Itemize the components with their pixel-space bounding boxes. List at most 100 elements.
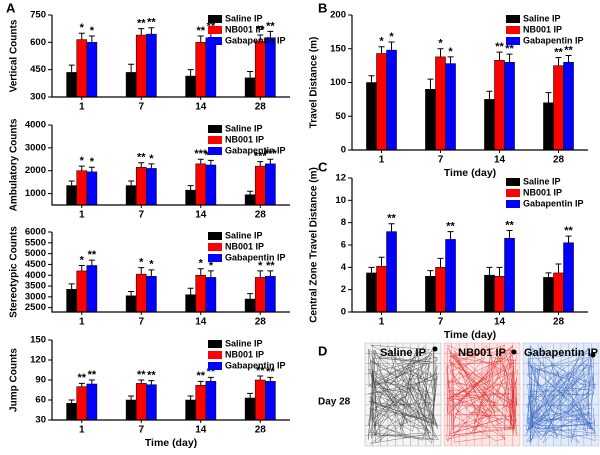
significance-label: ** — [505, 219, 514, 231]
x-tick-label: 7 — [138, 425, 144, 436]
y-tick-label: 600 — [30, 37, 46, 48]
x-tick-label: 14 — [195, 425, 207, 436]
error-bar — [427, 270, 434, 277]
error-bar — [128, 395, 135, 400]
bar — [244, 77, 256, 98]
legend-swatch — [506, 189, 520, 197]
significance-label: * — [149, 259, 154, 271]
error-bar — [247, 190, 254, 195]
error-bar — [148, 269, 155, 277]
error-bar — [427, 78, 434, 90]
significance-label: * — [80, 254, 85, 266]
error-bar — [555, 263, 562, 273]
error-bar — [197, 158, 204, 164]
y-tick-label: 0 — [341, 307, 346, 318]
significance-label: ** — [137, 152, 146, 164]
track-path — [525, 345, 597, 444]
legend-swatch — [208, 136, 222, 144]
error-bar — [78, 382, 85, 387]
legend-swatch — [208, 254, 222, 262]
x-tick-label: 14 — [195, 102, 207, 113]
y-axis-label: Jump Counts — [9, 348, 20, 412]
bar — [195, 274, 207, 313]
significance-label: ** — [196, 25, 205, 37]
y-axis-label: Central Zone Travel Distance (m) — [309, 167, 320, 323]
bar — [185, 294, 196, 313]
y-axis-label: Stereotypic Counts — [9, 226, 20, 318]
bar — [195, 42, 207, 98]
significance-label: ** — [147, 17, 156, 29]
x-tick-label: 7 — [138, 317, 144, 328]
bar — [146, 384, 157, 421]
x-tick-label: 1 — [79, 210, 85, 221]
x-tick-label: 28 — [255, 102, 267, 113]
error-bar — [506, 229, 513, 239]
significance-label: ** — [387, 213, 396, 225]
legend-swatch — [208, 125, 222, 133]
bar — [195, 163, 207, 206]
bar — [125, 72, 137, 98]
error-bar — [496, 266, 503, 277]
significance-label: ** — [564, 225, 573, 237]
error-bar — [388, 223, 395, 232]
axes — [51, 340, 290, 421]
y-tick-label: 4 — [341, 262, 347, 273]
bar — [366, 272, 377, 313]
bar — [425, 276, 436, 313]
legend-label: Saline IP — [225, 123, 263, 133]
y-tick-label: 120 — [30, 355, 46, 366]
bar — [205, 381, 217, 421]
end-dot — [432, 346, 438, 352]
bar — [494, 276, 505, 313]
bar — [86, 265, 98, 313]
x-tick-label: 28 — [553, 155, 565, 166]
legend-swatch — [506, 37, 520, 45]
axes — [51, 15, 290, 98]
bar — [244, 397, 256, 421]
bar — [504, 238, 515, 313]
bar — [185, 399, 196, 421]
legend-label: Saline IP — [523, 176, 561, 186]
error-bar — [187, 185, 194, 191]
significance-label: * — [139, 257, 144, 269]
image-title: Gabapentin IP — [524, 347, 598, 359]
bar — [86, 171, 98, 206]
error-bar — [187, 69, 194, 77]
y-tick-label: 450 — [30, 64, 46, 75]
x-tick-label: 14 — [494, 317, 506, 328]
error-bar — [187, 395, 194, 400]
axes — [351, 178, 588, 313]
y-tick-label: 1000 — [25, 188, 46, 199]
bar — [76, 270, 88, 313]
significance-label: ** — [505, 43, 514, 55]
error-bar — [68, 283, 75, 290]
bar — [254, 165, 266, 206]
significance-label: ** — [256, 365, 265, 377]
legend-swatch — [506, 200, 520, 208]
error-bar — [128, 180, 135, 186]
error-bar — [257, 375, 264, 380]
x-tick-label: 14 — [195, 210, 207, 221]
y-tick-label: 30 — [35, 415, 46, 426]
y-tick-label: 150 — [30, 335, 46, 346]
x-tick-label: 14 — [494, 155, 506, 166]
x-tick-label: 1 — [379, 155, 385, 166]
significance-label: ** — [88, 369, 97, 381]
significance-label: * — [438, 38, 443, 50]
error-bar — [78, 165, 85, 171]
error-bar — [138, 267, 145, 275]
significance-label: ** — [564, 44, 573, 56]
legend-swatch — [208, 15, 222, 23]
y-tick-label: 5000 — [25, 248, 46, 259]
bar — [86, 42, 98, 98]
significance-label: ** — [137, 369, 146, 381]
legend-swatch — [208, 232, 222, 240]
legend-label: Saline IP — [225, 338, 263, 348]
error-bar — [197, 380, 204, 386]
significance-label: ** — [266, 20, 275, 32]
error-bar — [378, 256, 385, 267]
error-bar — [506, 53, 513, 63]
x-tick-label: 28 — [255, 425, 267, 436]
bar — [435, 56, 446, 151]
error-bar — [565, 235, 572, 243]
